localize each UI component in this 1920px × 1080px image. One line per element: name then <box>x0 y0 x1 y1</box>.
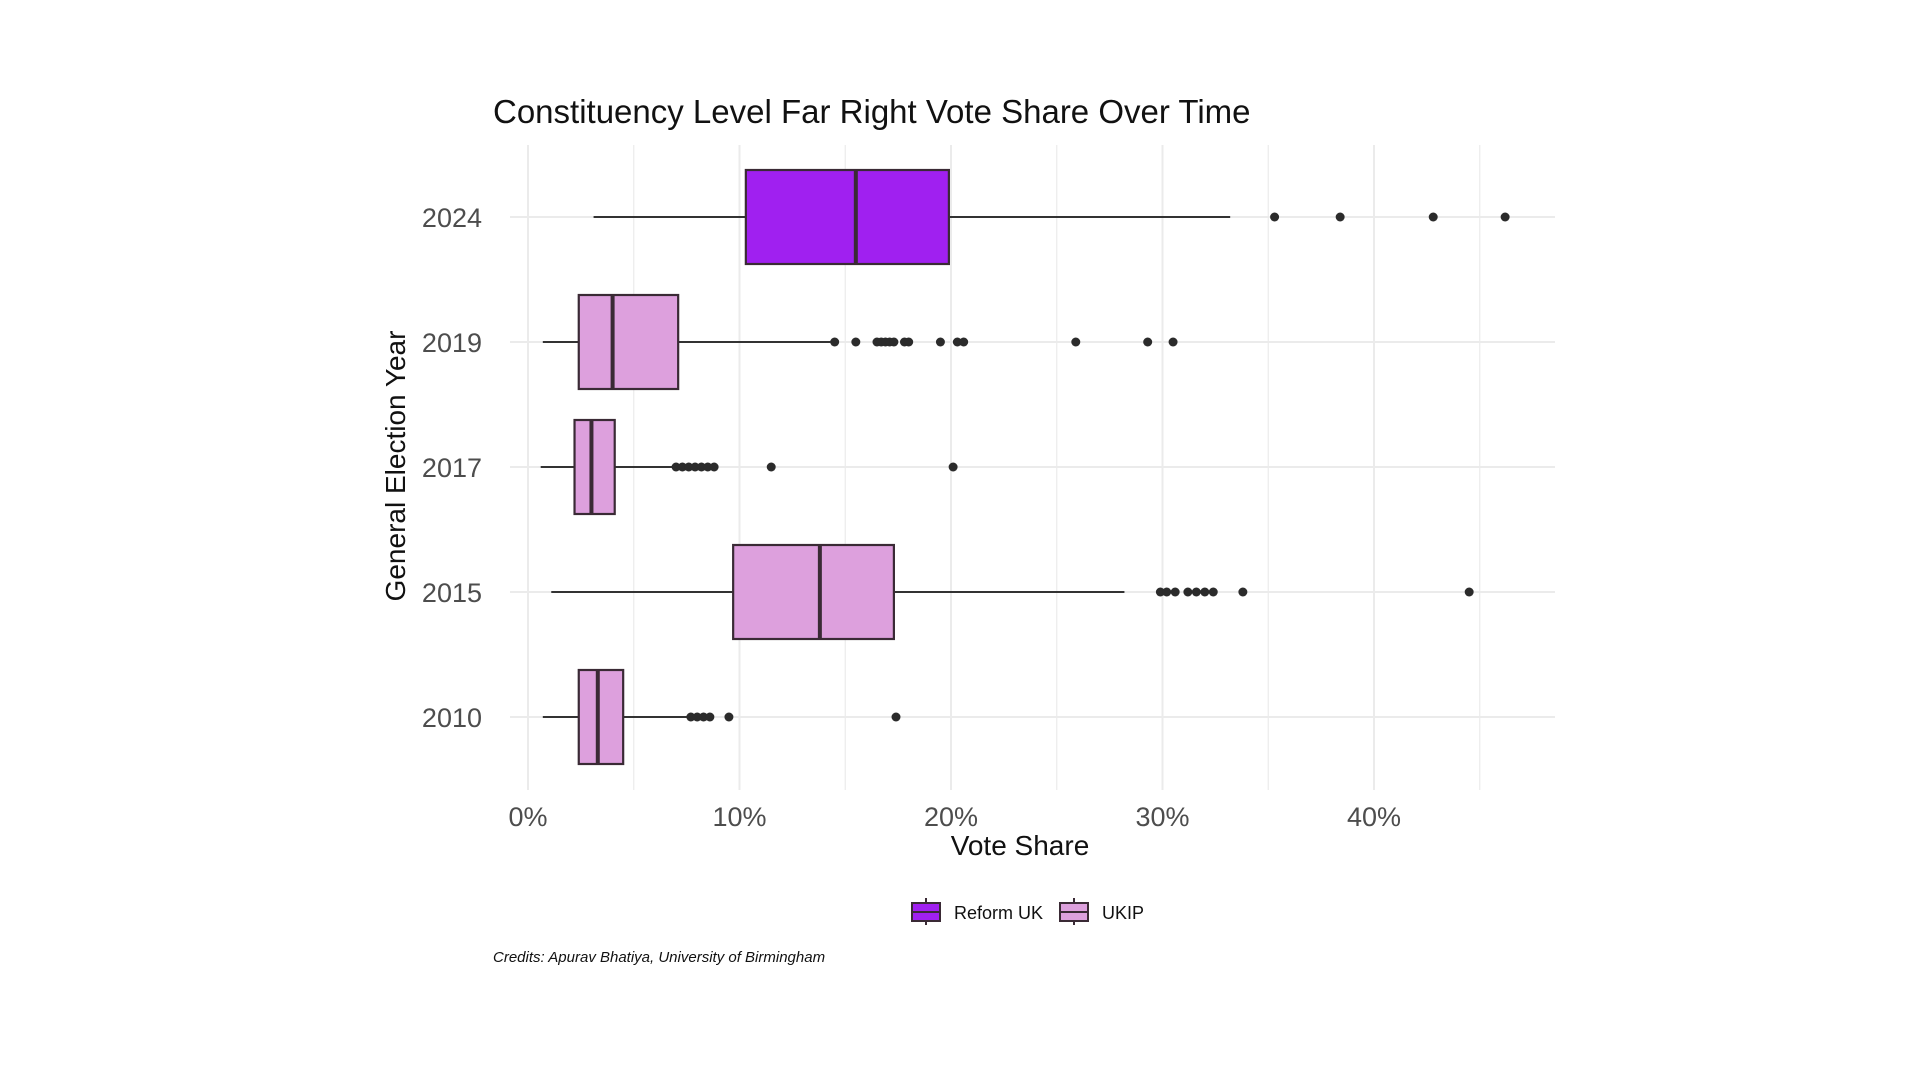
credits: Credits: Apurav Bhatiya, University of B… <box>493 949 825 966</box>
y-tick-label: 2010 <box>422 703 482 733</box>
outlier-point <box>948 462 958 472</box>
outlier-point <box>935 337 945 347</box>
outlier-point <box>684 462 694 472</box>
outlier-point <box>1170 587 1180 597</box>
outlier-point <box>709 462 719 472</box>
iqr-box <box>573 418 616 516</box>
outlier-point <box>677 462 687 472</box>
box-2017 <box>540 418 958 516</box>
x-tick-label: 40% <box>1347 802 1401 832</box>
outlier-point <box>1464 587 1474 597</box>
outlier-point <box>1143 337 1153 347</box>
box-2015 <box>551 543 1474 641</box>
box-2024 <box>593 168 1510 266</box>
outlier-point <box>1500 212 1510 222</box>
outlier-point <box>705 712 715 722</box>
outlier-point <box>952 337 962 347</box>
outlier-point <box>830 337 840 347</box>
outlier-point <box>904 337 914 347</box>
outlier-point <box>699 712 709 722</box>
iqr-box <box>577 293 680 391</box>
x-tick-label: 30% <box>1135 802 1189 832</box>
x-tick-labels: 0% 10% 20% 30% 40% <box>508 802 1401 832</box>
outlier-point <box>766 462 776 472</box>
box-2010 <box>542 668 901 766</box>
outlier-point <box>1270 212 1280 222</box>
outlier-point <box>891 712 901 722</box>
outlier-point <box>690 462 700 472</box>
legend-label-reform-uk: Reform UK <box>954 903 1043 923</box>
boxplots <box>540 168 1510 766</box>
y-tick-label: 2017 <box>422 453 482 483</box>
y-tick-label: 2024 <box>422 203 482 233</box>
outlier-point <box>1168 337 1178 347</box>
x-tick-label: 10% <box>712 802 766 832</box>
outlier-point <box>959 337 969 347</box>
outlier-point <box>671 462 681 472</box>
outlier-point <box>724 712 734 722</box>
box-2019 <box>542 293 1178 391</box>
y-tick-label: 2015 <box>422 578 482 608</box>
outlier-point <box>692 712 702 722</box>
y-axis-label: General Election Year <box>380 331 411 602</box>
outlier-point <box>1162 587 1172 597</box>
outlier-point <box>1428 212 1438 222</box>
x-tick-label: 0% <box>508 802 547 832</box>
outlier-point <box>1238 587 1248 597</box>
outlier-point <box>889 337 899 347</box>
outlier-point <box>1183 587 1193 597</box>
iqr-box <box>744 168 950 266</box>
outlier-point <box>1155 587 1165 597</box>
outlier-point <box>851 337 861 347</box>
outlier-point <box>1071 337 1081 347</box>
iqr-box <box>577 668 625 766</box>
outlier-point <box>1335 212 1345 222</box>
legend: Reform UK UKIP <box>911 898 1144 925</box>
legend-item-reform-uk: Reform UK <box>911 898 1043 925</box>
outlier-point <box>686 712 696 722</box>
chart-title: Constituency Level Far Right Vote Share … <box>493 93 1251 130</box>
x-tick-label: 20% <box>924 802 978 832</box>
outlier-point <box>1208 587 1218 597</box>
outlier-point <box>696 462 706 472</box>
x-axis-label: Vote Share <box>951 830 1090 861</box>
outlier-point <box>1200 587 1210 597</box>
outlier-point <box>1191 587 1201 597</box>
iqr-box <box>732 543 895 641</box>
legend-label-ukip: UKIP <box>1102 903 1144 923</box>
y-tick-labels: 2010 2015 2017 2019 2024 <box>422 203 482 733</box>
legend-item-ukip: UKIP <box>1059 898 1144 925</box>
y-tick-label: 2019 <box>422 328 482 358</box>
axes: 0% 10% 20% 30% 40% 2010 2015 2017 2019 2024 <box>422 203 1401 832</box>
outlier-point <box>703 462 713 472</box>
